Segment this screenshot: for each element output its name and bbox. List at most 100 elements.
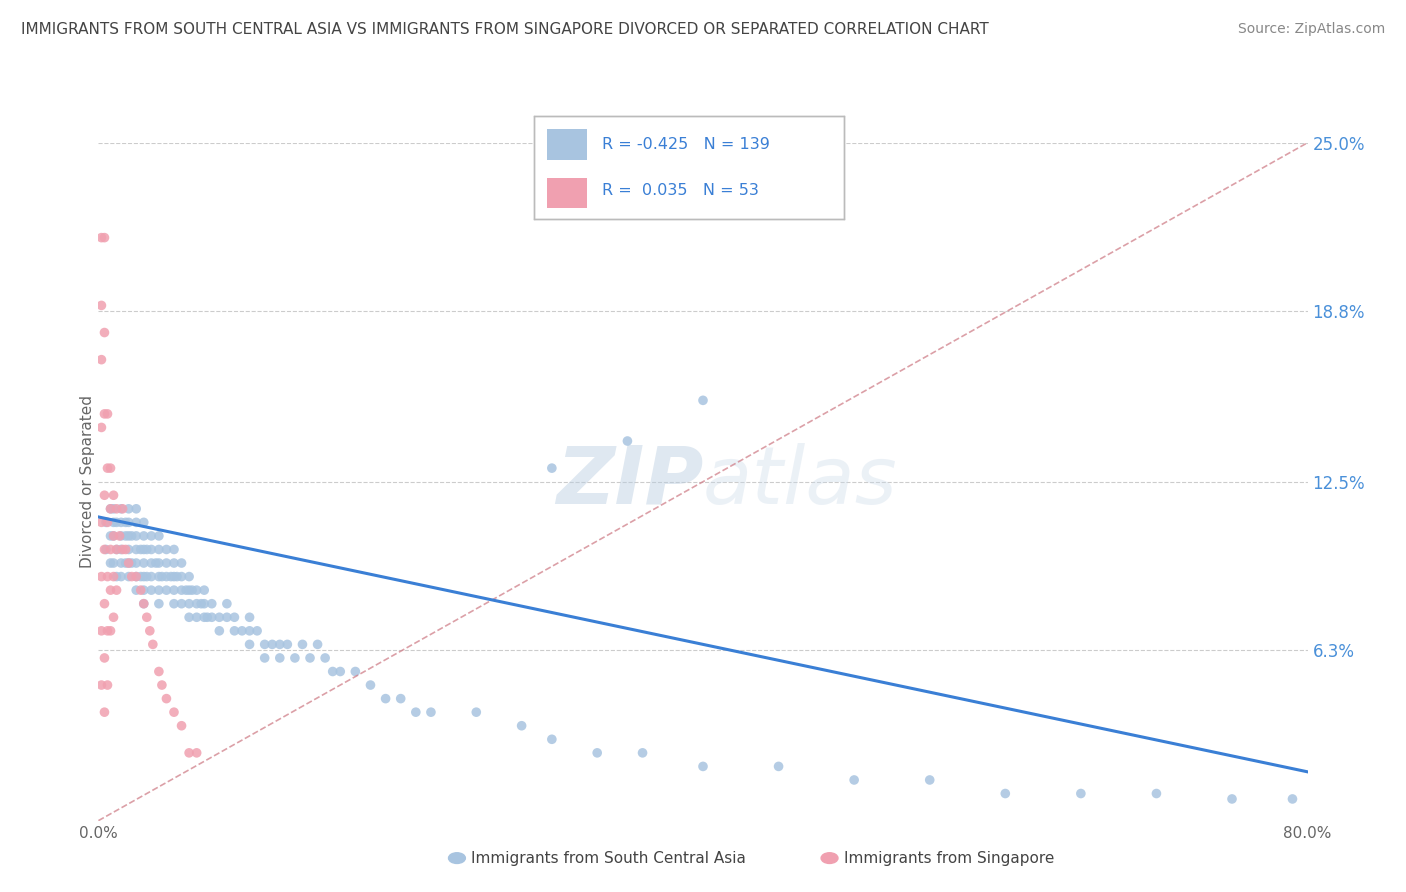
Point: [148, 665, 170, 679]
Point: [132, 556, 155, 570]
Point: [155, 583, 177, 598]
Point: [155, 556, 177, 570]
Point: [93, 651, 115, 665]
Point: [125, 569, 148, 583]
Point: [179, 610, 201, 624]
Point: [163, 583, 186, 598]
Point: [239, 637, 262, 651]
Point: [163, 597, 186, 611]
Point: [121, 529, 143, 543]
Point: [141, 583, 163, 598]
Point: [105, 542, 128, 557]
Point: [374, 691, 396, 706]
Point: [135, 569, 157, 583]
Point: [114, 556, 136, 570]
Point: [93, 488, 115, 502]
Point: [239, 610, 262, 624]
Point: [148, 556, 170, 570]
Point: [103, 516, 125, 530]
Bar: [547, 129, 586, 160]
Point: [129, 542, 152, 557]
Point: [145, 556, 167, 570]
Point: [166, 569, 188, 583]
Point: [90, 230, 112, 244]
Point: [276, 637, 298, 651]
Point: [94, 542, 117, 557]
Point: [918, 772, 941, 787]
Point: [129, 569, 152, 583]
Point: [105, 569, 128, 583]
Point: [100, 461, 122, 475]
Point: [224, 610, 246, 624]
Point: [148, 529, 170, 543]
Point: [269, 651, 291, 665]
Point: [148, 583, 170, 598]
Point: [105, 542, 128, 557]
Point: [844, 772, 866, 787]
Point: [118, 529, 141, 543]
Point: [94, 516, 117, 530]
Point: [141, 569, 163, 583]
Point: [142, 637, 165, 651]
Point: [510, 719, 533, 733]
Point: [103, 610, 125, 624]
Point: [163, 705, 186, 719]
Point: [179, 583, 201, 598]
Point: [420, 705, 443, 719]
Text: R = -0.425   N = 139: R = -0.425 N = 139: [602, 137, 770, 153]
Point: [132, 597, 155, 611]
Point: [100, 624, 122, 638]
Point: [193, 597, 215, 611]
Point: [246, 624, 269, 638]
Point: [193, 610, 215, 624]
Point: [132, 542, 155, 557]
Point: [100, 556, 122, 570]
Point: [181, 583, 204, 598]
Point: [121, 556, 143, 570]
Point: [93, 230, 115, 244]
Point: [616, 434, 638, 448]
Point: [141, 529, 163, 543]
Point: [291, 637, 314, 651]
Point: [110, 501, 132, 516]
Point: [100, 542, 122, 557]
Point: [405, 705, 427, 719]
Point: [170, 597, 193, 611]
Point: [231, 624, 253, 638]
Point: [139, 624, 162, 638]
Point: [90, 569, 112, 583]
Point: [299, 651, 322, 665]
Point: [125, 542, 148, 557]
Point: [90, 420, 112, 434]
Point: [90, 298, 112, 312]
Point: [631, 746, 654, 760]
Point: [118, 569, 141, 583]
Point: [179, 597, 201, 611]
Point: [465, 705, 488, 719]
Point: [110, 556, 132, 570]
Point: [93, 407, 115, 421]
Point: [110, 542, 132, 557]
Point: [110, 516, 132, 530]
Point: [93, 542, 115, 557]
Point: [103, 501, 125, 516]
Point: [141, 542, 163, 557]
Point: [148, 542, 170, 557]
Point: [160, 569, 183, 583]
Point: [100, 501, 122, 516]
Point: [201, 597, 224, 611]
Point: [105, 501, 128, 516]
Point: [586, 746, 609, 760]
Point: [105, 516, 128, 530]
Point: [114, 516, 136, 530]
Point: [132, 569, 155, 583]
Point: [118, 542, 141, 557]
Point: [540, 732, 562, 747]
Point: [103, 488, 125, 502]
Text: atlas: atlas: [703, 442, 898, 521]
Point: [360, 678, 382, 692]
Point: [170, 583, 193, 598]
Point: [389, 691, 412, 706]
Point: [540, 461, 562, 475]
Point: [179, 569, 201, 583]
